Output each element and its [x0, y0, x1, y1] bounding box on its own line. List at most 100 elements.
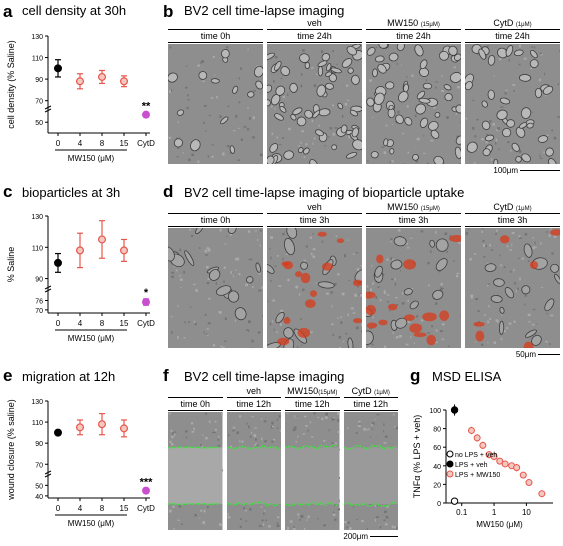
texture-speck [171, 435, 174, 439]
texture-speck [336, 63, 338, 66]
texture-speck [179, 137, 181, 140]
bioparticle-uptake [439, 310, 450, 321]
group-concentration: (1μM) [515, 22, 532, 28]
cell [544, 298, 555, 312]
texture-speck [222, 152, 225, 156]
cell [484, 263, 497, 272]
texture-speck [440, 75, 443, 77]
cell [496, 109, 508, 120]
texture-speck [405, 343, 409, 346]
column-divider-line [465, 29, 560, 30]
texture-speck [348, 135, 351, 139]
texture-speck [272, 299, 275, 302]
texture-speck [190, 422, 194, 425]
texture-speck [251, 339, 253, 343]
texture-speck [476, 53, 480, 55]
texture-speck [203, 104, 207, 107]
cell [481, 120, 491, 130]
texture-speck [544, 72, 546, 76]
texture-speck [337, 508, 340, 511]
texture-speck [248, 320, 251, 324]
bioparticle-uptake [473, 321, 485, 327]
panel-d-label: d [163, 182, 174, 201]
cell [275, 311, 285, 324]
scale-bar: 200μm [343, 532, 398, 541]
cell [378, 44, 388, 49]
cell [465, 81, 473, 91]
data-point-0 [53, 428, 62, 437]
texture-speck [485, 133, 489, 135]
texture-speck [440, 282, 443, 286]
texture-speck [249, 435, 252, 438]
group-concentration: (15μM) [420, 22, 440, 28]
data-point-15 [119, 246, 128, 255]
column-divider-line [168, 226, 263, 227]
column-divider-line [267, 29, 362, 30]
texture-speck [483, 255, 486, 258]
texture-speck [394, 282, 397, 286]
texture-speck [263, 440, 267, 443]
x-tick-label: CytD [137, 139, 155, 148]
texture-speck [212, 431, 216, 434]
column-group-label: veh [267, 202, 362, 212]
cell [351, 127, 359, 138]
texture-speck [394, 296, 398, 299]
cell [267, 155, 275, 164]
texture-speck [488, 305, 490, 308]
texture-speck [250, 416, 254, 418]
texture-speck [310, 436, 314, 438]
texture-speck [504, 92, 507, 95]
x-tick-label: 4 [78, 139, 83, 148]
column-divider-line [465, 213, 560, 214]
texture-speck [324, 145, 327, 147]
cell [198, 71, 208, 80]
texture-speck [377, 286, 380, 289]
texture-speck [245, 283, 249, 287]
texture-speck [459, 163, 461, 164]
texture-speck [407, 299, 409, 303]
texture-speck [347, 99, 349, 102]
data-point-lps-mw150 [473, 434, 481, 442]
texture-speck [328, 429, 330, 432]
texture-speck [352, 506, 354, 508]
texture-speck [414, 114, 417, 118]
texture-speck [486, 263, 490, 265]
texture-speck [337, 273, 340, 276]
texture-speck [495, 319, 498, 322]
texture-speck [486, 284, 489, 287]
texture-speck [226, 46, 229, 49]
cell [296, 116, 307, 127]
texture-speck [168, 509, 172, 513]
bioparticle-uptake [352, 279, 362, 287]
cell [498, 320, 505, 335]
texture-speck [486, 45, 490, 48]
texture-speck [226, 235, 228, 237]
cell [388, 104, 394, 111]
cell [439, 50, 449, 61]
column-divider-line [168, 213, 263, 214]
cell [404, 117, 413, 126]
wound-edge-bottom [226, 501, 279, 507]
texture-speck [177, 519, 180, 521]
texture-speck [375, 46, 378, 49]
cell [548, 158, 557, 164]
texture-speck [332, 513, 336, 516]
texture-speck [320, 503, 322, 506]
texture-speck [378, 525, 381, 529]
texture-speck [262, 512, 265, 515]
texture-speck [489, 120, 492, 123]
texture-speck [276, 418, 278, 421]
scale-bar: 100μm [493, 166, 560, 175]
cell [515, 156, 522, 163]
panel-b-title: BV2 cell time-lapse imaging [184, 3, 345, 18]
texture-speck [360, 519, 364, 523]
y-tick-label: 90 [35, 441, 43, 448]
texture-speck [391, 278, 394, 281]
texture-speck [474, 135, 477, 138]
bioparticle-uptake [366, 322, 378, 329]
x-tick-label: 15 [120, 319, 129, 328]
texture-speck [423, 152, 426, 154]
data-point-lps-mw150 [479, 441, 487, 449]
texture-speck [482, 239, 485, 243]
texture-speck [475, 298, 479, 301]
